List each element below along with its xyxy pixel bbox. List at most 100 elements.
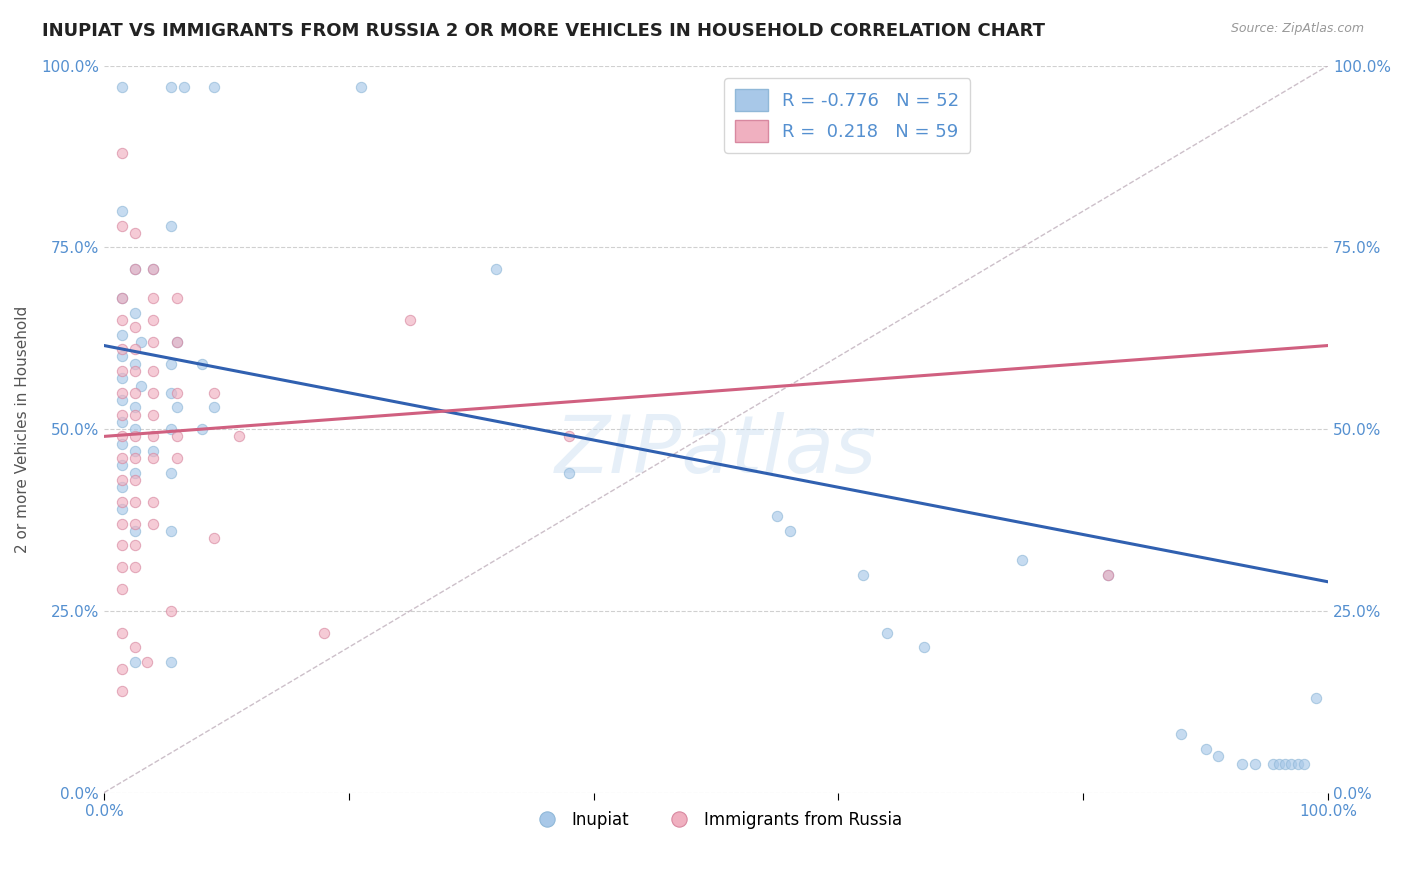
Point: [1305, 691, 1327, 706]
Point: [124, 226, 146, 240]
Point: [160, 466, 183, 480]
Point: [160, 385, 183, 400]
Point: [111, 458, 134, 473]
Point: [129, 334, 152, 349]
Point: [142, 495, 165, 509]
Point: [124, 262, 146, 277]
Point: [142, 262, 165, 277]
Point: [191, 357, 214, 371]
Point: [124, 357, 146, 371]
Y-axis label: 2 or more Vehicles in Household: 2 or more Vehicles in Household: [15, 305, 30, 553]
Point: [228, 429, 250, 443]
Point: [111, 371, 134, 385]
Point: [558, 466, 581, 480]
Point: [142, 444, 165, 458]
Point: [160, 80, 183, 95]
Point: [111, 415, 134, 429]
Point: [124, 655, 146, 669]
Point: [876, 625, 898, 640]
Point: [111, 625, 134, 640]
Point: [111, 392, 134, 407]
Point: [166, 451, 188, 466]
Point: [124, 429, 146, 443]
Point: [1011, 553, 1033, 567]
Point: [142, 313, 165, 327]
Point: [111, 451, 134, 466]
Point: [912, 640, 935, 655]
Point: [142, 451, 165, 466]
Point: [314, 625, 336, 640]
Point: [111, 495, 134, 509]
Point: [558, 429, 581, 443]
Point: [111, 538, 134, 552]
Point: [124, 364, 146, 378]
Point: [111, 516, 134, 531]
Point: [1195, 742, 1218, 756]
Point: [124, 320, 146, 334]
Point: [1292, 756, 1315, 771]
Point: [111, 560, 134, 574]
Point: [160, 219, 183, 233]
Point: [111, 327, 134, 342]
Point: [111, 204, 134, 219]
Point: [124, 408, 146, 422]
Point: [124, 385, 146, 400]
Point: [202, 401, 225, 415]
Point: [173, 80, 195, 95]
Point: [111, 436, 134, 450]
Point: [202, 385, 225, 400]
Point: [166, 334, 188, 349]
Point: [124, 538, 146, 552]
Point: [1261, 756, 1284, 771]
Point: [111, 429, 134, 443]
Point: [124, 262, 146, 277]
Point: [124, 466, 146, 480]
Point: [1232, 756, 1254, 771]
Point: [166, 429, 188, 443]
Point: [142, 291, 165, 305]
Point: [142, 364, 165, 378]
Point: [124, 640, 146, 655]
Point: [111, 350, 134, 364]
Point: [350, 80, 373, 95]
Text: Source: ZipAtlas.com: Source: ZipAtlas.com: [1230, 22, 1364, 36]
Point: [485, 262, 508, 277]
Point: [111, 473, 134, 487]
Point: [166, 385, 188, 400]
Point: [111, 480, 134, 494]
Point: [111, 80, 134, 95]
Point: [1206, 749, 1229, 764]
Point: [1274, 756, 1296, 771]
Point: [124, 306, 146, 320]
Point: [1243, 756, 1265, 771]
Point: [852, 567, 875, 582]
Point: [124, 473, 146, 487]
Point: [111, 385, 134, 400]
Point: [124, 560, 146, 574]
Point: [160, 357, 183, 371]
Point: [124, 451, 146, 466]
Point: [111, 313, 134, 327]
Point: [124, 422, 146, 436]
Point: [135, 655, 157, 669]
Point: [166, 334, 188, 349]
Point: [1097, 567, 1119, 582]
Point: [399, 313, 422, 327]
Point: [124, 516, 146, 531]
Point: [124, 401, 146, 415]
Point: [1281, 756, 1303, 771]
Point: [111, 364, 134, 378]
Point: [111, 342, 134, 356]
Point: [202, 531, 225, 545]
Point: [124, 444, 146, 458]
Point: [191, 422, 214, 436]
Point: [766, 509, 789, 524]
Point: [124, 495, 146, 509]
Point: [160, 655, 183, 669]
Point: [111, 502, 134, 516]
Point: [160, 524, 183, 538]
Text: ZIPatlas: ZIPatlas: [555, 412, 877, 490]
Point: [124, 524, 146, 538]
Point: [111, 219, 134, 233]
Point: [160, 604, 183, 618]
